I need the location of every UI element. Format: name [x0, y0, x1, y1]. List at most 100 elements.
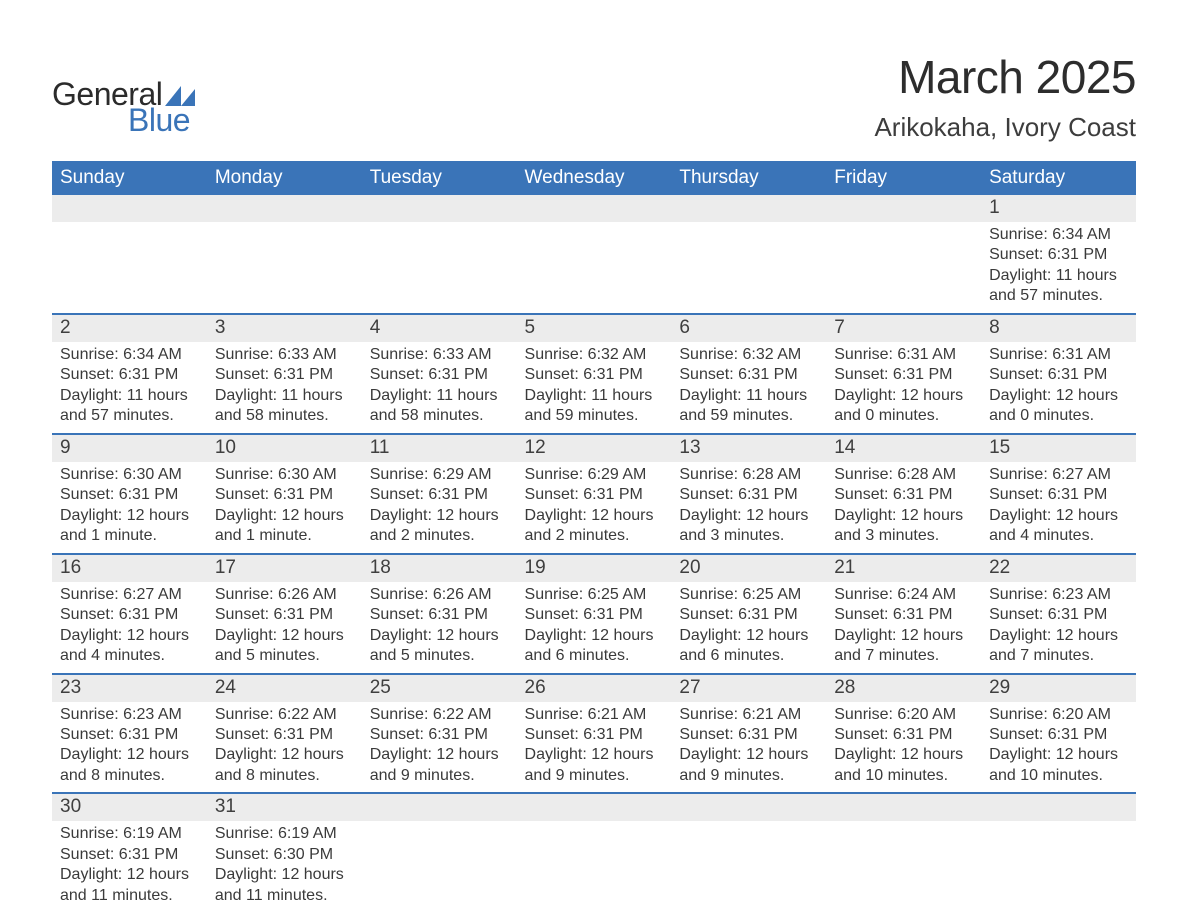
day-number-cell: 5: [517, 314, 672, 342]
day-detail-cell: Sunrise: 6:23 AMSunset: 6:31 PMDaylight:…: [981, 582, 1136, 674]
day-sunrise: Sunrise: 6:29 AM: [370, 465, 511, 485]
day-sunset: Sunset: 6:31 PM: [989, 725, 1130, 745]
day-number-cell: [826, 793, 981, 821]
weekday-header: Sunday: [52, 161, 207, 195]
day-day2: and 7 minutes.: [989, 646, 1130, 666]
day-detail-cell: [671, 222, 826, 314]
day-detail-cell: Sunrise: 6:29 AMSunset: 6:31 PMDaylight:…: [517, 462, 672, 554]
day-number: 18: [362, 555, 517, 582]
day-day1: Daylight: 11 hours: [370, 386, 511, 406]
brand-logo: General Blue: [52, 50, 195, 136]
day-number: 7: [826, 315, 981, 342]
day-day2: and 1 minute.: [60, 526, 201, 546]
day-sunset: Sunset: 6:31 PM: [525, 725, 666, 745]
day-number-cell: [517, 793, 672, 821]
day-detail-cell: [207, 222, 362, 314]
day-detail-cell: [52, 222, 207, 314]
day-day1: Daylight: 12 hours: [679, 745, 820, 765]
day-number-cell: 31: [207, 793, 362, 821]
day-day2: and 58 minutes.: [370, 406, 511, 426]
day-day1: Daylight: 12 hours: [60, 626, 201, 646]
day-day2: and 3 minutes.: [679, 526, 820, 546]
day-detail-cell: Sunrise: 6:21 AMSunset: 6:31 PMDaylight:…: [517, 702, 672, 794]
weekday-header: Monday: [207, 161, 362, 195]
day-number-cell: 9: [52, 434, 207, 462]
day-number: 21: [826, 555, 981, 582]
day-day2: and 58 minutes.: [215, 406, 356, 426]
day-number: 14: [826, 435, 981, 462]
day-sunrise: Sunrise: 6:33 AM: [215, 345, 356, 365]
day-detail-cell: Sunrise: 6:22 AMSunset: 6:31 PMDaylight:…: [362, 702, 517, 794]
day-sunrise: Sunrise: 6:31 AM: [834, 345, 975, 365]
day-day1: Daylight: 12 hours: [60, 865, 201, 885]
day-day1: Daylight: 12 hours: [989, 506, 1130, 526]
day-number: 12: [517, 435, 672, 462]
day-detail-cell: [826, 821, 981, 912]
day-sunrise: Sunrise: 6:34 AM: [60, 345, 201, 365]
day-day2: and 9 minutes.: [679, 766, 820, 786]
day-sunset: Sunset: 6:31 PM: [679, 485, 820, 505]
day-day1: Daylight: 12 hours: [215, 506, 356, 526]
day-number: 1: [981, 195, 1136, 222]
day-day1: Daylight: 12 hours: [989, 386, 1130, 406]
day-number: 4: [362, 315, 517, 342]
day-number-cell: 27: [671, 674, 826, 702]
day-day2: and 5 minutes.: [215, 646, 356, 666]
day-detail-cell: [671, 821, 826, 912]
day-number-cell: 17: [207, 554, 362, 582]
day-number: 5: [517, 315, 672, 342]
day-number: 8: [981, 315, 1136, 342]
day-number-cell: 28: [826, 674, 981, 702]
day-number-cell: 6: [671, 314, 826, 342]
day-day1: Daylight: 12 hours: [60, 745, 201, 765]
day-number-cell: [207, 195, 362, 222]
day-sunrise: Sunrise: 6:20 AM: [989, 705, 1130, 725]
logo-text-blue: Blue: [128, 104, 195, 136]
day-sunset: Sunset: 6:31 PM: [834, 365, 975, 385]
day-number-cell: 3: [207, 314, 362, 342]
day-day2: and 59 minutes.: [525, 406, 666, 426]
day-number-cell: [52, 195, 207, 222]
day-number: 20: [671, 555, 826, 582]
day-number: 9: [52, 435, 207, 462]
header-area: General Blue March 2025 Arikokaha, Ivory…: [52, 50, 1136, 143]
day-sunset: Sunset: 6:31 PM: [989, 605, 1130, 625]
day-day2: and 11 minutes.: [215, 886, 356, 906]
day-number-cell: 8: [981, 314, 1136, 342]
day-sunrise: Sunrise: 6:22 AM: [215, 705, 356, 725]
day-number-cell: 30: [52, 793, 207, 821]
day-number-cell: [981, 793, 1136, 821]
day-day2: and 7 minutes.: [834, 646, 975, 666]
day-detail-cell: Sunrise: 6:33 AMSunset: 6:31 PMDaylight:…: [207, 342, 362, 434]
day-detail-cell: Sunrise: 6:28 AMSunset: 6:31 PMDaylight:…: [671, 462, 826, 554]
day-number: 11: [362, 435, 517, 462]
day-number-cell: 2: [52, 314, 207, 342]
day-detail-cell: [981, 821, 1136, 912]
day-sunset: Sunset: 6:31 PM: [215, 605, 356, 625]
day-sunrise: Sunrise: 6:23 AM: [989, 585, 1130, 605]
day-sunrise: Sunrise: 6:30 AM: [215, 465, 356, 485]
day-number-cell: 19: [517, 554, 672, 582]
day-detail-cell: Sunrise: 6:28 AMSunset: 6:31 PMDaylight:…: [826, 462, 981, 554]
day-sunset: Sunset: 6:31 PM: [525, 605, 666, 625]
day-number-cell: 10: [207, 434, 362, 462]
day-number: 19: [517, 555, 672, 582]
day-sunset: Sunset: 6:30 PM: [215, 845, 356, 865]
day-detail-cell: Sunrise: 6:33 AMSunset: 6:31 PMDaylight:…: [362, 342, 517, 434]
day-number-cell: 13: [671, 434, 826, 462]
day-number-cell: 14: [826, 434, 981, 462]
day-detail-cell: Sunrise: 6:31 AMSunset: 6:31 PMDaylight:…: [981, 342, 1136, 434]
day-sunset: Sunset: 6:31 PM: [370, 605, 511, 625]
weekday-header: Saturday: [981, 161, 1136, 195]
day-number: 22: [981, 555, 1136, 582]
day-day1: Daylight: 12 hours: [834, 386, 975, 406]
day-number-cell: 1: [981, 195, 1136, 222]
day-sunrise: Sunrise: 6:26 AM: [215, 585, 356, 605]
calendar-header-row: SundayMondayTuesdayWednesdayThursdayFrid…: [52, 161, 1136, 195]
day-day1: Daylight: 12 hours: [834, 506, 975, 526]
day-number: [362, 195, 517, 221]
day-day1: Daylight: 12 hours: [834, 745, 975, 765]
day-number: [517, 794, 672, 820]
day-detail-cell: Sunrise: 6:32 AMSunset: 6:31 PMDaylight:…: [517, 342, 672, 434]
day-sunset: Sunset: 6:31 PM: [989, 245, 1130, 265]
